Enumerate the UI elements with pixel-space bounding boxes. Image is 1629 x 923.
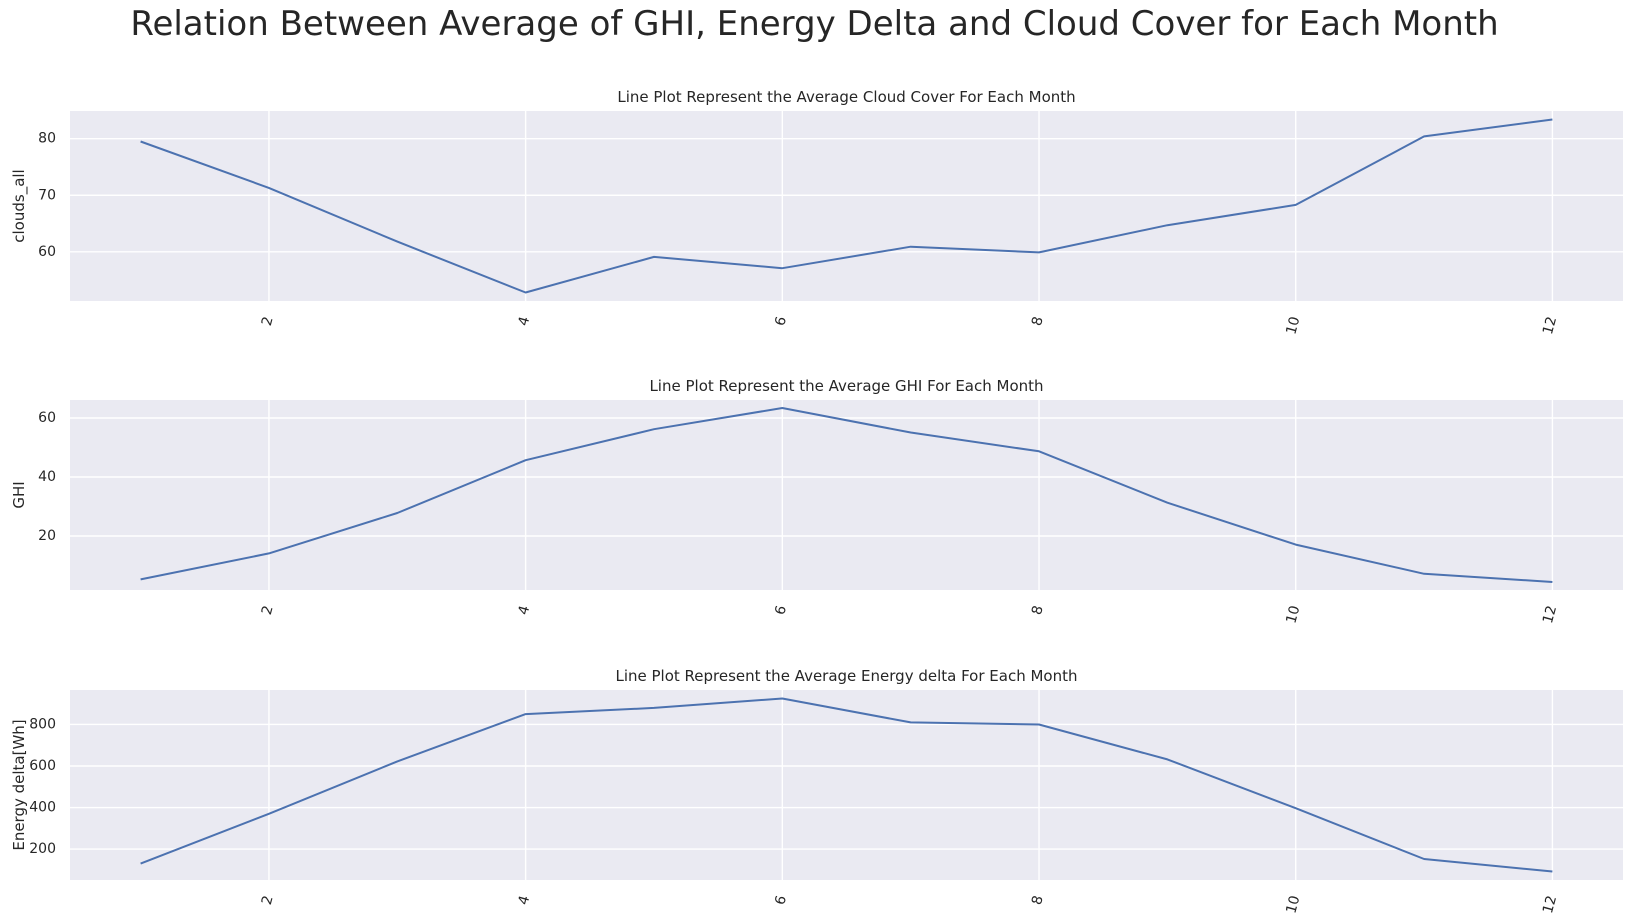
x-tick-label: 8 <box>1029 315 1047 328</box>
panel-title: Line Plot Represent the Average GHI For … <box>649 377 1043 395</box>
x-tick-label: 8 <box>1029 604 1047 617</box>
y-tick-label: 60 <box>38 244 56 260</box>
x-tick-label: 6 <box>772 894 790 907</box>
y-tick-label: 40 <box>38 469 56 485</box>
x-tick-label: 4 <box>516 604 534 617</box>
x-tick-label: 2 <box>259 315 277 328</box>
y-tick-label: 60 <box>38 410 56 426</box>
panel-title: Line Plot Represent the Average Energy d… <box>615 667 1077 685</box>
series-line <box>140 697 1553 873</box>
x-tick-label: 8 <box>1029 894 1047 907</box>
y-tick-label: 20 <box>38 528 56 544</box>
y-axis-label: GHI <box>10 481 28 508</box>
x-tick-label: 10 <box>1283 315 1303 336</box>
chart-panel-2: 2 4 6 8 10 12 20 40 60 Line Plot Represent the Av… <box>10 377 1623 625</box>
y-tick-label: 80 <box>38 131 56 147</box>
figure-title: Relation Between Average of GHI, Energy … <box>130 4 1499 44</box>
y-tick-label: 600 <box>29 758 56 774</box>
plot-area <box>70 690 1623 880</box>
y-tick-label: 200 <box>29 841 56 857</box>
x-tick-label: 12 <box>1540 604 1560 625</box>
x-tick-label: 12 <box>1540 315 1560 336</box>
y-tick-label: 70 <box>38 187 56 203</box>
y-tick-label: 400 <box>29 800 56 816</box>
series-line <box>140 118 1553 294</box>
x-tick-label: 2 <box>259 894 277 907</box>
plot-area <box>70 111 1623 301</box>
y-axis-label: clouds_all <box>10 169 29 242</box>
y-tick-label: 800 <box>29 716 56 732</box>
x-tick-label: 4 <box>516 894 534 907</box>
x-tick-label: 2 <box>259 604 277 617</box>
series-line <box>140 407 1553 583</box>
chart-panel-1: 2 4 6 8 10 12 60 70 80 Line Plot Represent the Av… <box>10 88 1623 336</box>
panel-title: Line Plot Represent the Average Cloud Co… <box>617 88 1075 106</box>
y-axis-label: Energy delta[Wh] <box>10 719 28 850</box>
x-tick-label: 6 <box>772 604 790 617</box>
chart-panel-3: 2 4 6 8 10 12 200 400 600 800 Line Plot Represent … <box>10 667 1623 915</box>
x-tick-label: 12 <box>1540 894 1560 915</box>
x-tick-label: 10 <box>1283 604 1303 625</box>
plot-area <box>70 400 1623 590</box>
x-tick-label: 10 <box>1283 894 1303 915</box>
x-tick-label: 6 <box>772 315 790 328</box>
x-tick-label: 4 <box>516 315 534 328</box>
